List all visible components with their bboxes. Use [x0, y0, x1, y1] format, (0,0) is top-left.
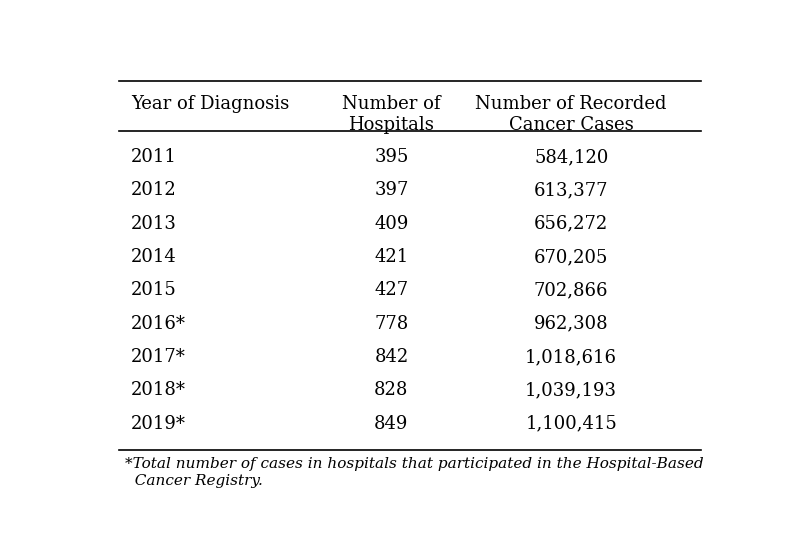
Text: 2016*: 2016* [131, 315, 186, 333]
Text: 962,308: 962,308 [534, 315, 609, 333]
Text: 1,039,193: 1,039,193 [526, 381, 618, 399]
Text: 2013: 2013 [131, 215, 177, 233]
Text: 842: 842 [374, 348, 409, 366]
Text: *Total number of cases in hospitals that participated in the Hospital-Based
  Ca: *Total number of cases in hospitals that… [125, 458, 703, 488]
Text: Year of Diagnosis: Year of Diagnosis [131, 95, 290, 113]
Text: 2018*: 2018* [131, 381, 186, 399]
Text: 427: 427 [374, 281, 409, 299]
Text: 2019*: 2019* [131, 415, 186, 433]
Text: 2011: 2011 [131, 148, 177, 166]
Text: 2015: 2015 [131, 281, 177, 299]
Text: 1,100,415: 1,100,415 [526, 415, 617, 433]
Text: 2014: 2014 [131, 248, 177, 266]
Text: 656,272: 656,272 [534, 215, 608, 233]
Text: 670,205: 670,205 [534, 248, 608, 266]
Text: Number of Recorded
Cancer Cases: Number of Recorded Cancer Cases [475, 95, 667, 134]
Text: Number of
Hospitals: Number of Hospitals [342, 95, 441, 134]
Text: 421: 421 [374, 248, 409, 266]
Text: 2017*: 2017* [131, 348, 186, 366]
Text: 778: 778 [374, 315, 409, 333]
Text: 2012: 2012 [131, 181, 177, 199]
Text: 702,866: 702,866 [534, 281, 609, 299]
Text: 409: 409 [374, 215, 409, 233]
Text: 1,018,616: 1,018,616 [526, 348, 618, 366]
Text: 613,377: 613,377 [534, 181, 609, 199]
Text: 584,120: 584,120 [534, 148, 608, 166]
Text: 828: 828 [374, 381, 409, 399]
Text: 849: 849 [374, 415, 409, 433]
Text: 397: 397 [374, 181, 409, 199]
Text: 395: 395 [374, 148, 409, 166]
